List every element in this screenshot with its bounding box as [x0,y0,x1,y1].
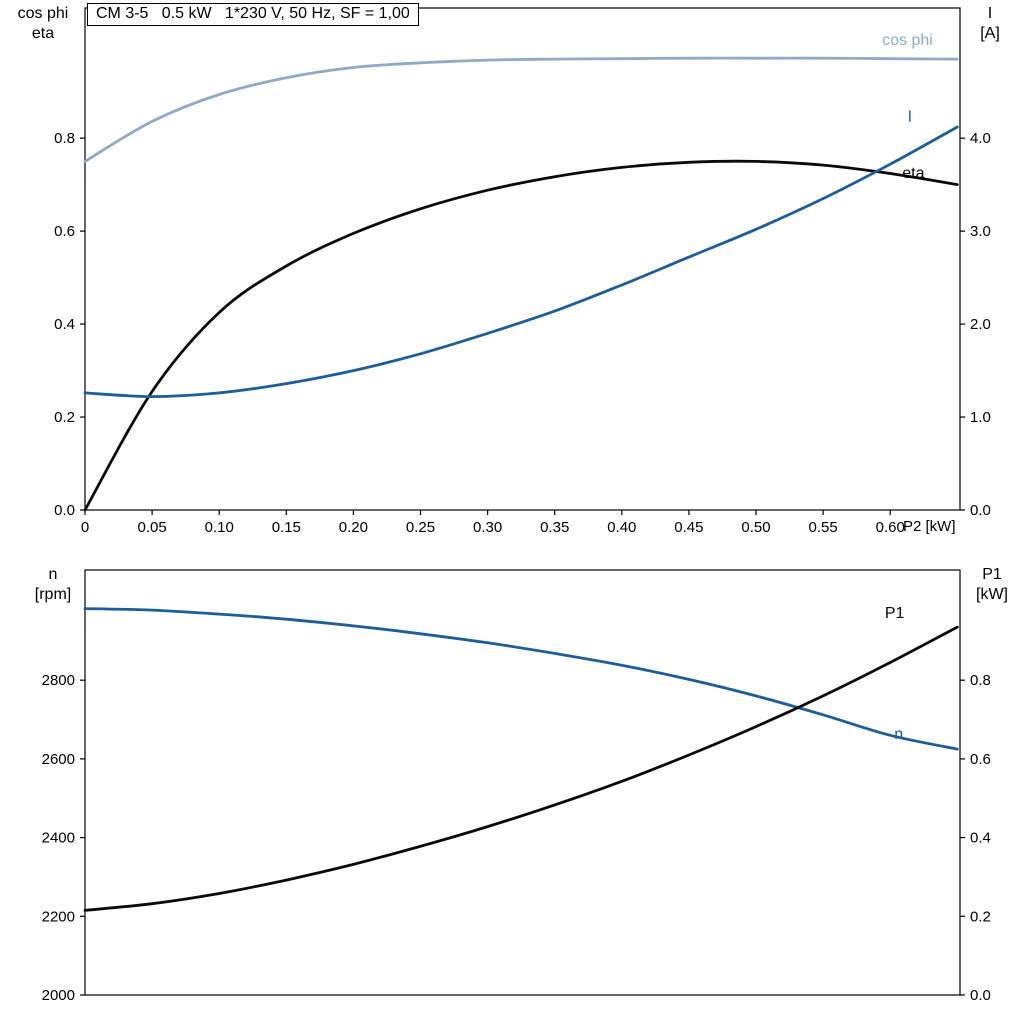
right-tick-label: 0.0 [970,987,991,1004]
bottom-right-axis-label: P1 [kW] [966,565,1018,605]
series-eta-curve [83,159,959,512]
rpm-unit-label: [rpm] [34,586,72,603]
eta-axis-label: eta [31,25,55,42]
right-tick-label: 0.0 [970,502,991,519]
right-tick-label: 0.2 [970,908,991,925]
x-tick-label: 0 [81,519,89,536]
x-tick-label: 0.55 [809,519,838,536]
series-eta-label: eta [902,165,924,182]
p1-axis-label: P1 [982,566,1002,583]
top-right-axis-label: I [A] [965,4,1015,44]
left-tick-label: 2600 [42,751,75,768]
left-tick-label: 2400 [42,830,75,847]
x-tick-label: 0.50 [741,519,770,536]
series-n-curve [83,607,959,751]
series-I-curve [83,125,959,399]
left-tick-label: 0.6 [54,223,75,240]
left-tick-label: 0.4 [54,316,75,333]
right-tick-label: 0.6 [970,751,991,768]
x-tick-label: 0.25 [406,519,435,536]
series-n-label: n [894,726,903,743]
right-tick-label: 0.4 [970,830,991,847]
x-tick-label: 0.60 [876,519,905,536]
x-axis-label: P2 [kW] [903,518,956,535]
x-tick-label: 0.20 [339,519,368,536]
right-tick-label: 1.0 [970,409,991,426]
ampere-unit-label: [A] [980,25,1000,42]
x-tick-label: 0.45 [674,519,703,536]
kw-unit-label: [kW] [976,586,1008,603]
speed-axis-label: n [48,566,58,583]
x-tick-label: 0.05 [137,519,166,536]
series-P1-curve [83,625,959,912]
left-tick-label: 2800 [42,672,75,689]
bottom-left-axis-label: n [rpm] [22,565,84,605]
x-tick-label: 0.40 [607,519,636,536]
series-I-label: I [908,108,912,125]
left-tick-label: 0.8 [54,130,75,147]
right-tick-label: 2.0 [970,316,991,333]
series-P1-label: P1 [885,605,905,622]
plot-border [84,7,961,511]
x-tick-label: 0.10 [205,519,234,536]
series-cos-phi-label: cos phi [882,32,933,49]
current-axis-label: I [987,5,993,22]
left-tick-label: 2000 [42,987,75,1004]
top-left-axis-label: cos phi eta [6,4,80,44]
left-tick-label: 2200 [42,908,75,925]
cos-phi-axis-label: cos phi [17,5,69,22]
right-tick-label: 3.0 [970,223,991,240]
right-tick-label: 4.0 [970,130,991,147]
chart-title-box: CM 3-5 0.5 kW 1*230 V, 50 Hz, SF = 1,00 [87,3,419,26]
left-tick-label: 0.2 [54,409,75,426]
right-tick-label: 0.8 [970,672,991,689]
x-tick-label: 0.15 [272,519,301,536]
left-tick-label: 0.0 [54,502,75,519]
x-tick-label: 0.35 [540,519,569,536]
x-tick-label: 0.30 [473,519,502,536]
series-cos-phi-curve [83,56,959,163]
plot-border [84,569,961,996]
